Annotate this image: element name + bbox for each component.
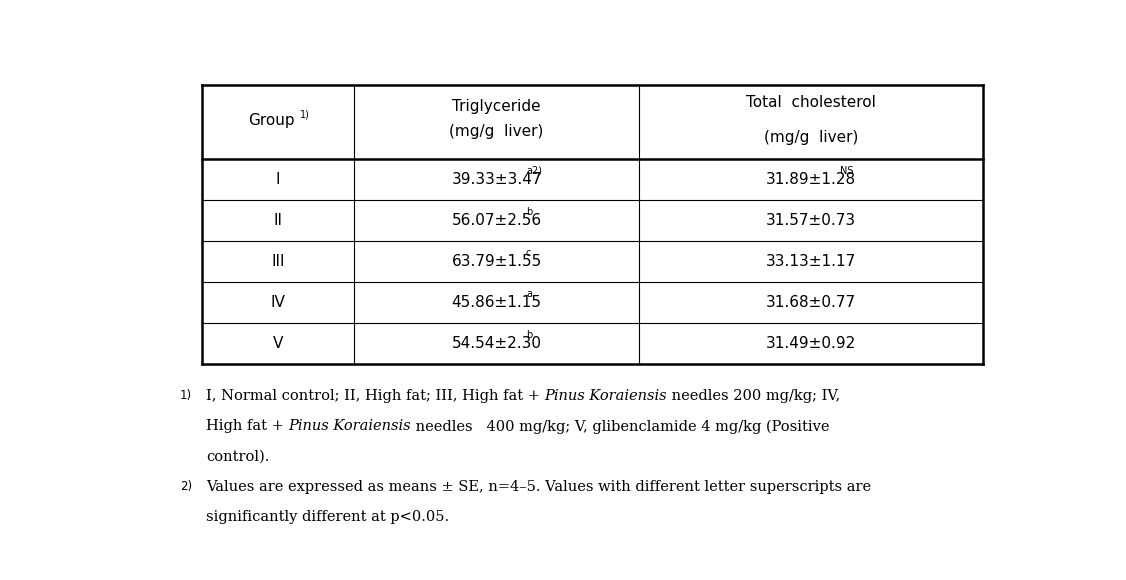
Text: I: I (276, 172, 280, 187)
Text: Total  cholesterol: Total cholesterol (747, 95, 876, 110)
Text: Pinus Koraiensis: Pinus Koraiensis (288, 419, 411, 433)
Text: High fat +: High fat + (206, 419, 288, 433)
Text: needles 200 mg/kg; IV,: needles 200 mg/kg; IV, (668, 389, 841, 403)
Text: 39.33±3.47: 39.33±3.47 (452, 172, 542, 187)
Text: Group: Group (248, 113, 294, 128)
Text: 2): 2) (180, 480, 193, 493)
Text: V: V (272, 336, 283, 351)
Text: 31.57±0.73: 31.57±0.73 (766, 213, 856, 228)
Text: Triglyceride: Triglyceride (453, 99, 540, 114)
Text: 56.07±2.56: 56.07±2.56 (452, 213, 542, 228)
Text: (mg/g  liver): (mg/g liver) (449, 124, 544, 139)
Text: 63.79±1.55: 63.79±1.55 (452, 254, 542, 269)
Text: IV: IV (270, 295, 285, 310)
Text: 31.49±0.92: 31.49±0.92 (766, 336, 856, 351)
Text: 31.68±0.77: 31.68±0.77 (766, 295, 856, 310)
Text: c: c (526, 248, 531, 258)
Text: b: b (526, 206, 533, 216)
Text: significantly different at p<0.05.: significantly different at p<0.05. (206, 510, 449, 524)
Text: Pinus Koraiensis: Pinus Koraiensis (545, 389, 668, 403)
Text: b: b (526, 330, 533, 340)
Text: Values are expressed as means ± SE, n=4–5. Values with different letter superscr: Values are expressed as means ± SE, n=4–… (206, 480, 872, 494)
Text: control).: control). (206, 450, 269, 463)
Text: I, Normal control; II, High fat; III, High fat +: I, Normal control; II, High fat; III, Hi… (206, 389, 545, 403)
Text: 1): 1) (300, 110, 310, 120)
Text: II: II (274, 213, 283, 228)
Text: a: a (526, 289, 531, 299)
Text: 45.86±1.15: 45.86±1.15 (452, 295, 542, 310)
Text: (mg/g  liver): (mg/g liver) (763, 130, 858, 145)
Text: a2): a2) (526, 165, 542, 176)
Text: NS: NS (840, 165, 854, 176)
Text: III: III (271, 254, 285, 269)
Text: 54.54±2.30: 54.54±2.30 (452, 336, 542, 351)
Text: 31.89±1.28: 31.89±1.28 (766, 172, 856, 187)
Text: 1): 1) (180, 389, 193, 402)
Text: 33.13±1.17: 33.13±1.17 (766, 254, 856, 269)
Text: needles   400 mg/kg; V, glibenclamide 4 mg/kg (Positive: needles 400 mg/kg; V, glibenclamide 4 mg… (411, 419, 830, 434)
